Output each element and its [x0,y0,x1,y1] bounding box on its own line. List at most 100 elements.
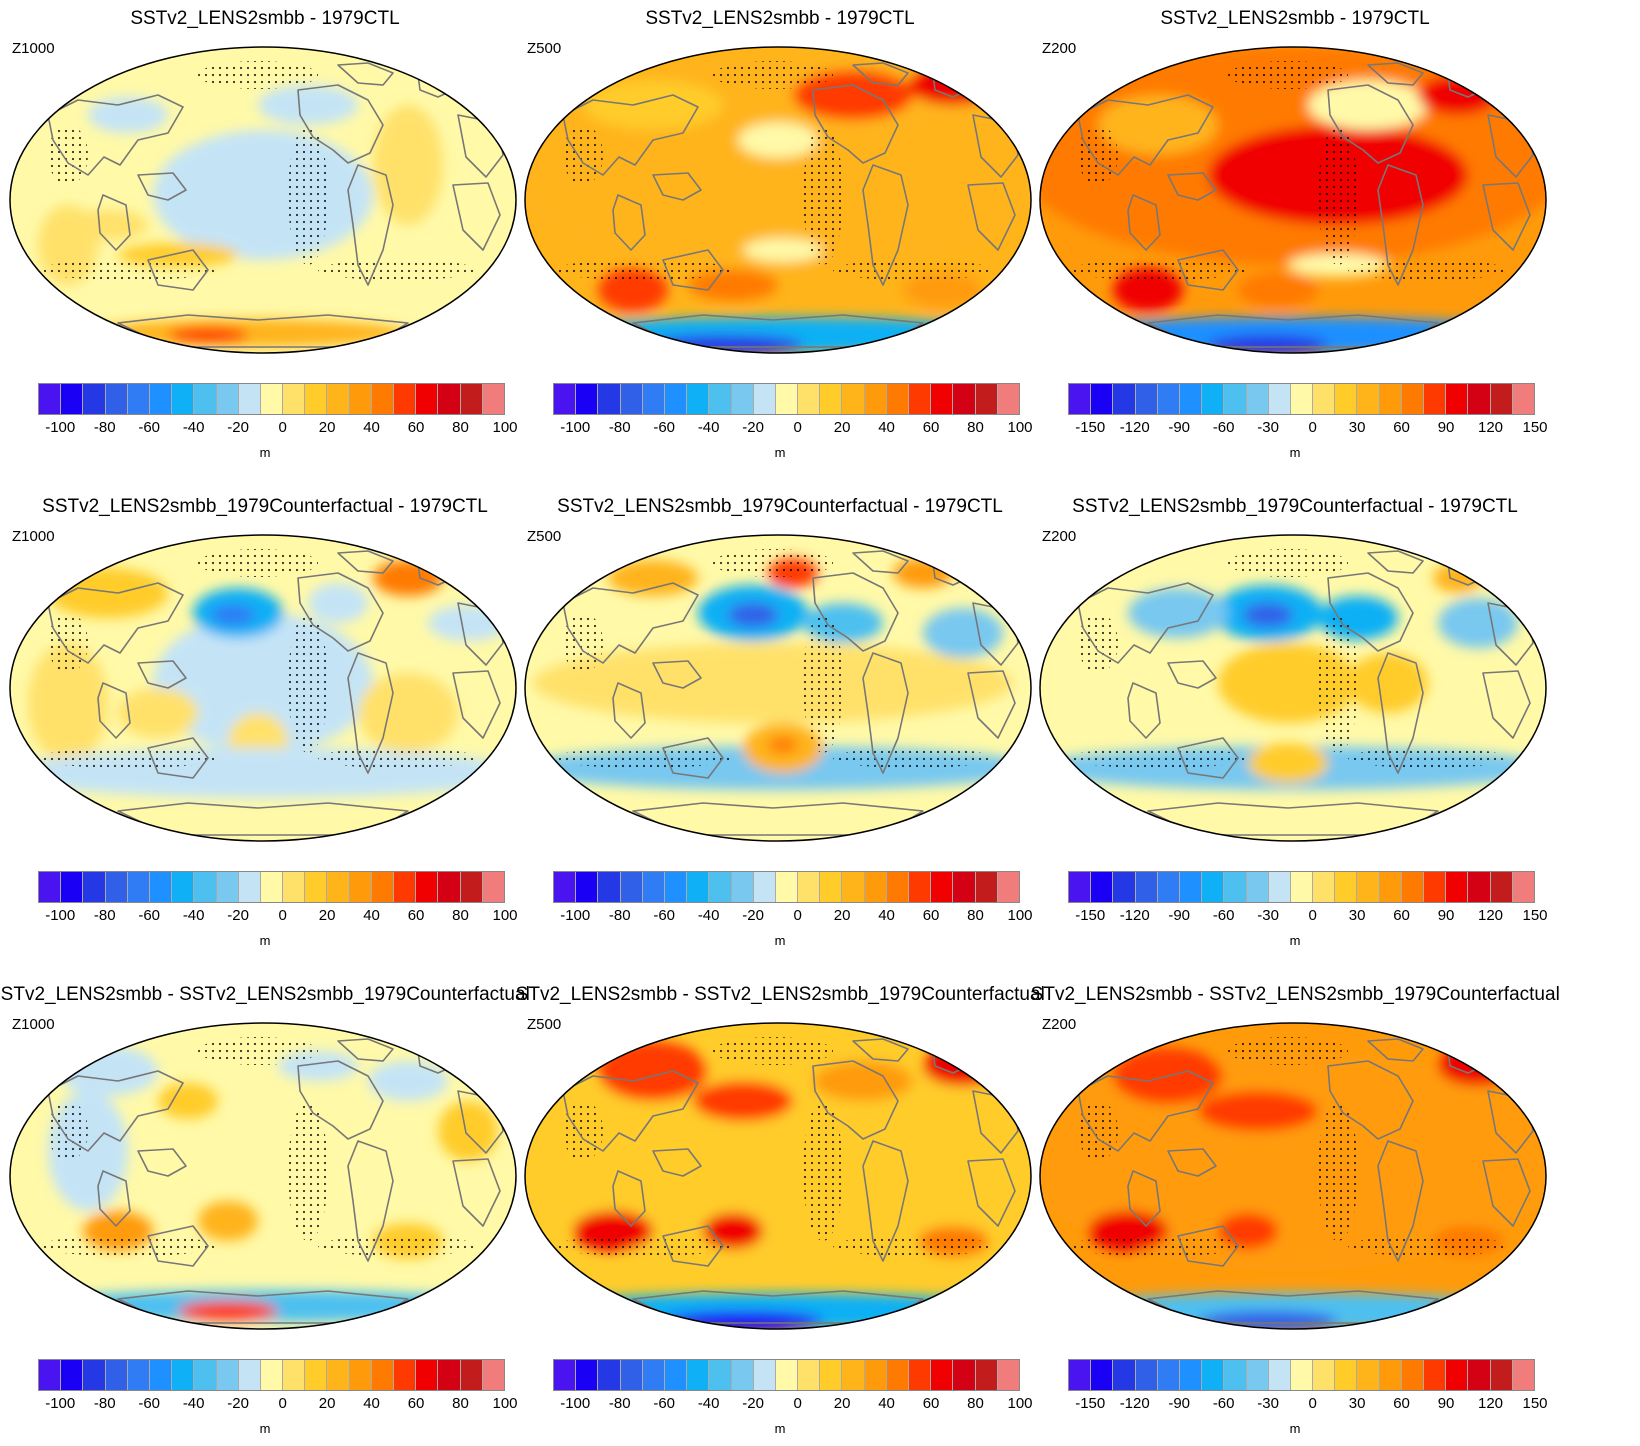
coastline [297,1060,384,1140]
field-contour [368,1061,448,1101]
colorbar-box [305,872,328,902]
colorbar-box [238,1360,261,1390]
colorbar-tick-label: -120 [1119,1395,1150,1412]
colorbar-box [775,872,799,902]
colorbar-box [1357,872,1380,902]
field-contour [1040,1051,1546,1271]
colorbar-box [216,384,239,414]
field-contour [28,643,108,763]
stipple-region [318,1236,478,1256]
colorbar-box [709,384,732,414]
colorbar-box [931,1360,954,1390]
field-contour [1248,743,1328,783]
panel-z1000: SSTv2_LENS2smbb - 1979CTL Z1000 -100 -80 -60… [0,0,530,470]
colorbar-tick-label: -20 [227,1395,249,1412]
panel-z500: SSTv2_LENS2smbb - 1979CTL Z500 -100 -80 -60-… [515,0,1045,470]
map-projection [1039,46,1547,354]
coastline [47,1070,184,1152]
colorbar-tick-label: -80 [93,419,116,436]
colorbar-tick-label: 0 [278,1395,287,1412]
stipple-region [1068,1236,1248,1256]
coastline [852,62,909,86]
map-container [8,1021,518,1336]
coastline [967,182,1016,251]
coastline [1327,1060,1414,1140]
colorbar-box [482,1360,504,1390]
stipple-region [1078,613,1118,673]
coastline [1482,1158,1531,1227]
coastline [147,1225,209,1267]
colorbar-box [371,1360,394,1390]
map-border [524,534,1032,842]
stipple-region [1068,748,1248,768]
colorbar-tick-label: -60 [653,907,676,924]
map-container [523,533,1033,848]
colorbar-box [820,384,843,414]
field-contour [373,105,443,225]
coastline [652,172,702,201]
colorbar-box [1424,872,1447,902]
colorbar-box [1179,384,1203,414]
colorbar-box [416,1360,439,1390]
colorbar-tick-label: -60 [1212,419,1235,436]
colorbar-box [172,384,195,414]
field-contour [428,605,508,641]
colorbar-box [642,1360,665,1390]
colorbar-box [61,872,84,902]
map-border [1039,46,1547,354]
level-label: Z500 [527,528,562,545]
colorbar-ticks: -100 -80 -60 -40 -20 0 20 40 60 80 100 [38,907,517,925]
colorbar-tick-label: -100 [45,907,76,924]
colorbar-tick-label: -20 [227,907,249,924]
colorbar [553,1359,1020,1391]
coastline [1377,164,1424,286]
colorbar-box [1113,1360,1136,1390]
colorbar-box [238,384,261,414]
colorbar-tick-label: 150 [1522,907,1548,924]
colorbar-tick-label: 120 [1478,907,1504,924]
colorbar-box [1424,384,1447,414]
colorbar-tick-label: 80 [452,1395,469,1412]
colorbar-box [1091,1360,1114,1390]
colorbar-box [1157,872,1180,902]
field-contour [373,560,443,596]
colorbar [1068,383,1535,415]
colorbar-tick-label: 60 [1393,907,1410,924]
coastline [337,1038,394,1062]
colorbar-unit: m [259,933,271,948]
coastline [1377,1140,1424,1262]
colorbar-box [172,872,195,902]
colorbar-box [1069,1360,1092,1390]
colorbar-box [216,872,239,902]
colorbar-box [909,384,932,414]
colorbar-tick-label: 80 [452,419,469,436]
colorbar-tick-label: 150 [1522,419,1548,436]
colorbar-box [1490,1360,1513,1390]
stipple-region [833,1236,993,1256]
map-container [8,45,518,360]
colorbar-box [620,872,643,902]
colorbar [38,383,505,415]
colorbar-tick-label: 120 [1478,419,1504,436]
colorbar-box [1224,384,1247,414]
colorbar-box [864,1360,887,1390]
colorbar-box [149,384,173,414]
field-contour [308,583,368,623]
coastline [452,1158,501,1227]
colorbar-box [1246,384,1269,414]
stipple-region [803,125,843,265]
stipple-region [48,613,88,673]
panel-title: SSTv2_LENS2smbb - 1979CTL [1160,8,1430,29]
stipple-region [48,1101,88,1161]
colorbar-box [460,384,483,414]
colorbar-box [753,384,776,414]
colorbar-tick-label: 60 [407,907,425,924]
coastline [117,314,409,348]
colorbar-tick-label: 150 [1522,1395,1548,1412]
colorbar-box [931,872,954,902]
colorbar-box [460,1360,483,1390]
stipple-region [1068,260,1248,280]
stipple-region [833,260,993,280]
coastline [852,550,909,574]
panel-title: SSTv2_LENS2smbb - SSTv2_LENS2smbb_1979Co… [0,984,530,1005]
